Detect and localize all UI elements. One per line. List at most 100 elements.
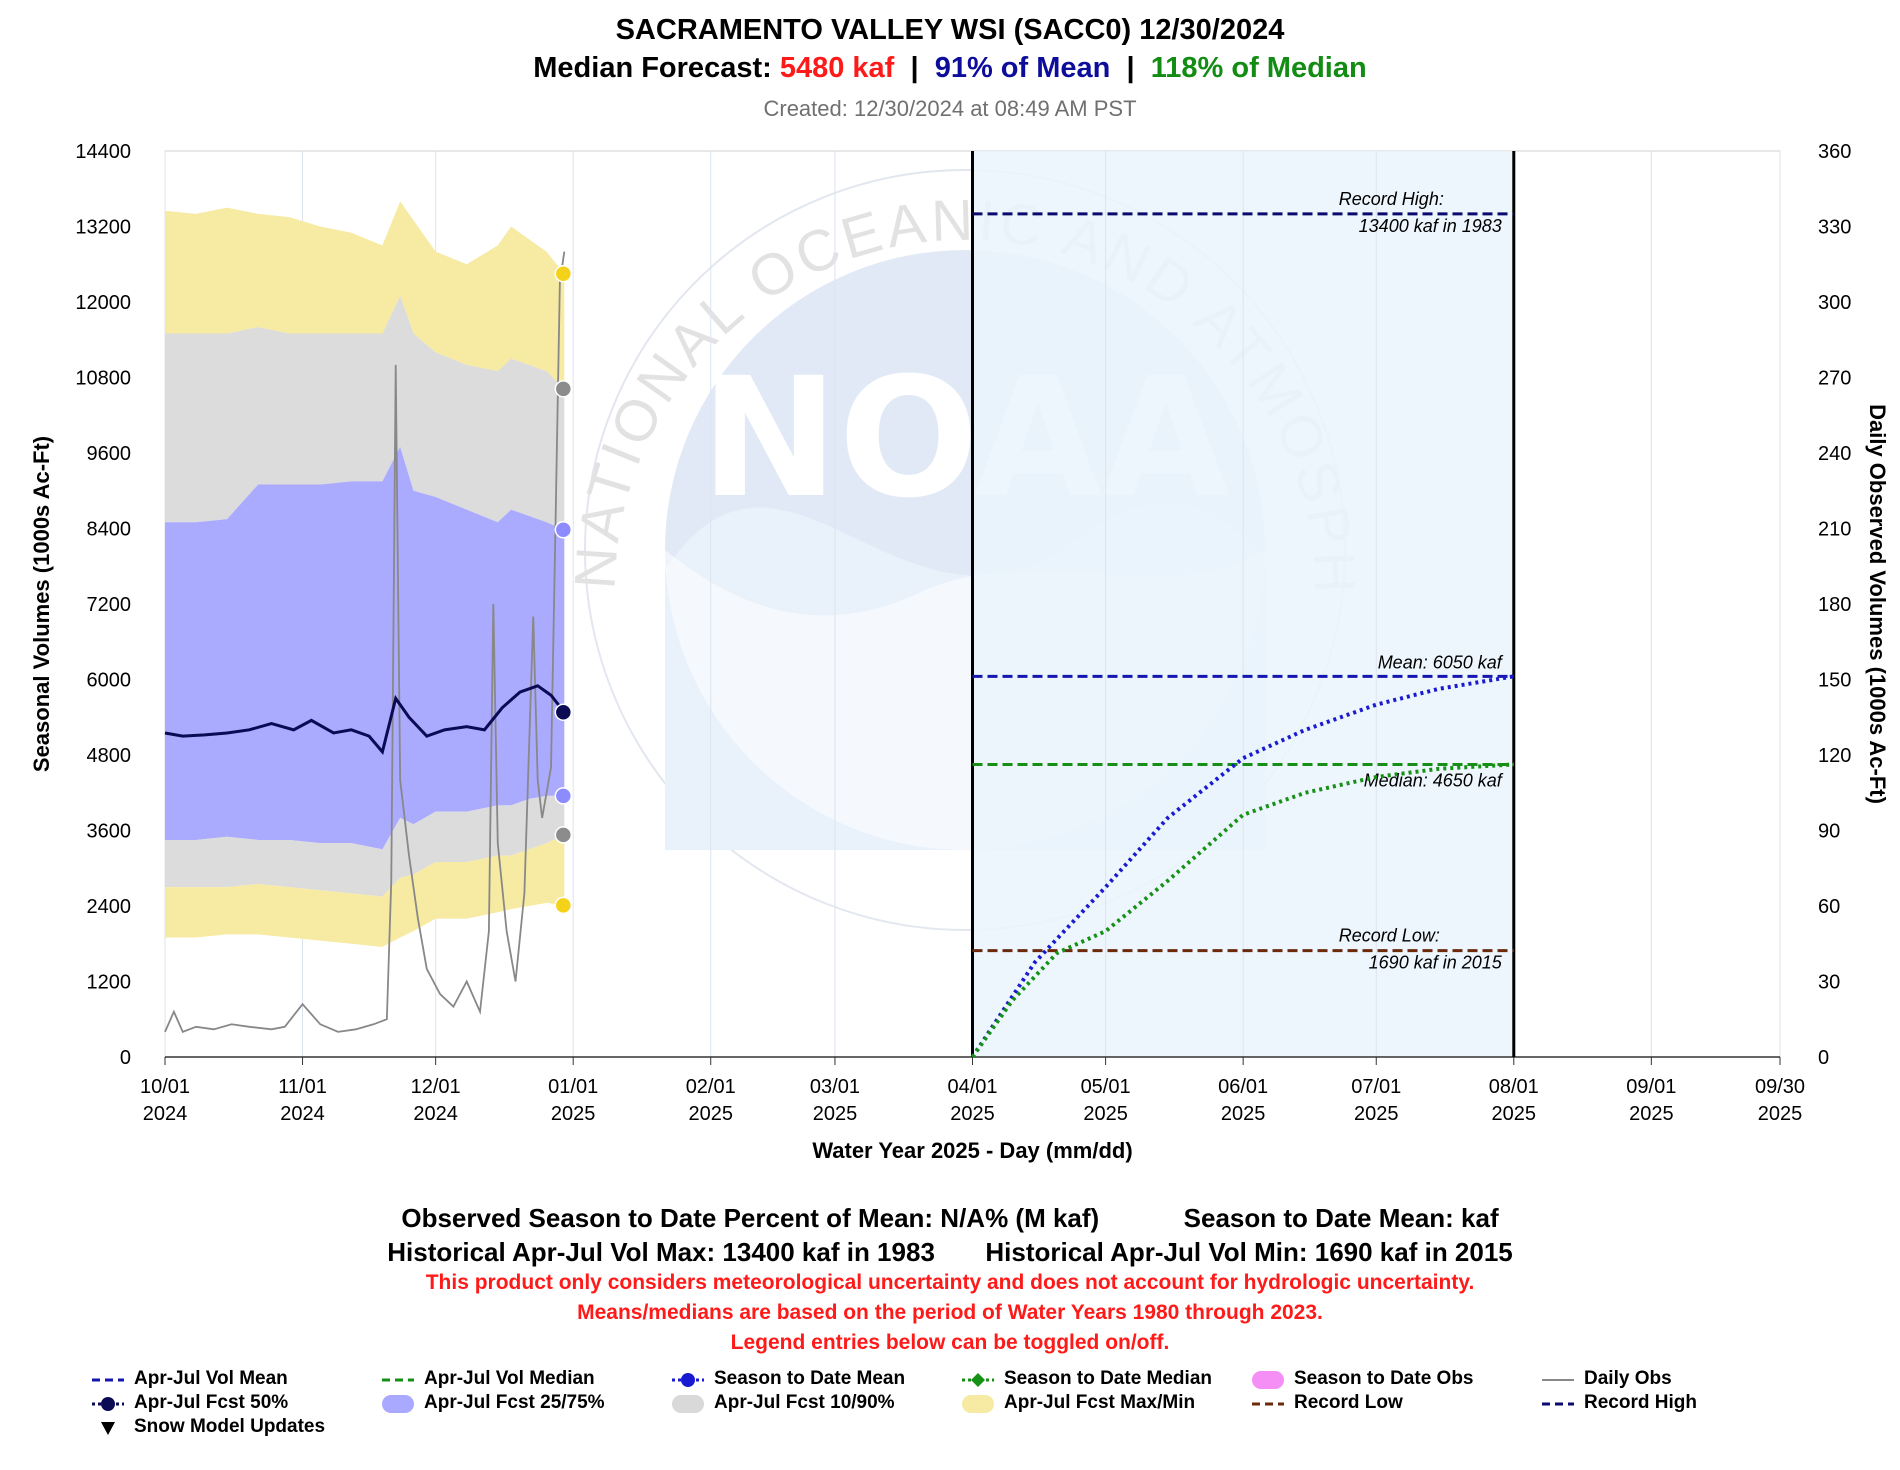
chart-subtitle: Median Forecast: 5480 kaf | 91% of Mean … [0,52,1900,85]
legend-item-season-to-date-mean[interactable]: Season to Date Mean [714,1368,906,1389]
historical-max: Historical Apr-Jul Vol Max: 13400 kaf in… [387,1237,935,1267]
period-note: Means/medians are based on the period of… [577,1301,1323,1324]
legend-symbol[interactable] [670,1394,710,1414]
y2-tick-label: 120 [1818,745,1851,767]
legend-item-daily-obs[interactable]: Daily Obs [1584,1368,1672,1389]
forecast-end-marker [554,264,573,283]
legend-symbol[interactable] [670,1370,710,1390]
y2-tick-label: 180 [1818,594,1851,616]
band-p25-p75 [165,446,565,850]
chart-title: SACRAMENTO VALLEY WSI (SACC0) 12/30/2024 [615,14,1285,46]
historical-min: Historical Apr-Jul Vol Min: 1690 kaf in … [985,1237,1513,1267]
x-tick-year: 2025 [1629,1103,1674,1125]
legend-symbol[interactable] [90,1418,130,1438]
ref-label: Mean: 6050 kaf [1378,652,1504,672]
ref-label: Record High: [1339,189,1444,209]
forecast-end-marker [554,380,573,398]
legend-symbol[interactable] [90,1394,130,1414]
x-tick-label: 07/01 [1351,1076,1401,1098]
y2-tick-label: 330 [1818,217,1851,239]
x-tick-label: 01/01 [548,1076,598,1098]
y-tick-label: 4800 [87,745,132,767]
y-tick-label: 10800 [75,368,131,390]
y2-tick-label: 30 [1818,972,1840,994]
y-tick-label: 9600 [87,443,132,465]
x-tick-label: 06/01 [1218,1076,1268,1098]
band-min-lower [165,834,565,947]
y-tick-label: 7200 [87,594,132,616]
legend-item-apr-jul-fcst-10-90-[interactable]: Apr-Jul Fcst 10/90% [714,1392,895,1413]
y2-axis-title: Daily Observed Volumes (1000s Ac-Ft) [1865,404,1890,804]
y2-tick-label: 90 [1818,821,1840,843]
forecast-50-line [164,684,566,756]
forecast-end-marker [554,521,573,539]
ref-label: Median: 4650 kaf [1364,770,1504,790]
y2-tick-label: 210 [1818,519,1851,541]
legend-item-apr-jul-fcst-max-min[interactable]: Apr-Jul Fcst Max/Min [1004,1392,1196,1413]
legend-symbol[interactable] [960,1370,1000,1390]
x-tick-label: 04/01 [947,1076,997,1098]
x-tick-label: 11/01 [278,1076,327,1098]
x-tick-year: 2025 [1221,1103,1266,1125]
legend-swatch [672,1395,704,1413]
legend-item-record-high[interactable]: Record High [1584,1392,1697,1413]
legend-swatch [962,1395,994,1413]
ref-label-detail: 1690 kaf in 2015 [1369,953,1503,973]
ref-label: Record Low: [1339,926,1440,946]
y-tick-label: 8400 [87,519,132,541]
x-tick-label: 09/01 [1626,1076,1676,1098]
legend-symbol[interactable] [960,1394,1000,1414]
legend-item-record-low[interactable]: Record Low [1294,1392,1403,1413]
y-tick-label: 14400 [75,141,131,163]
projection-season-to-date-median [970,762,1514,1059]
x-tick-year: 2025 [950,1103,995,1125]
legend-item-apr-jul-vol-mean[interactable]: Apr-Jul Vol Mean [134,1368,288,1389]
percent-of-mean: 91% of Mean [934,52,1111,84]
legend-symbol[interactable] [1250,1394,1290,1414]
x-tick-label: 02/01 [686,1076,736,1098]
x-tick-label: 05/01 [1081,1076,1131,1098]
legend-item-apr-jul-fcst-25-75-[interactable]: Apr-Jul Fcst 25/75% [424,1392,605,1413]
x-tick-year: 2025 [1354,1103,1399,1125]
legend-symbol[interactable] [90,1370,130,1390]
uncertainty-note: This product only considers meteorologic… [425,1271,1475,1294]
x-tick-label: 12/01 [411,1076,461,1098]
legend-symbol[interactable] [380,1370,420,1390]
legend-symbol[interactable] [380,1394,420,1414]
x-tick-label: 09/30 [1755,1076,1805,1098]
season-to-date-percent: Observed Season to Date Percent of Mean:… [401,1203,1100,1233]
band-p90-upper [165,295,565,530]
x-tick-year: 2025 [551,1103,596,1125]
legend-item-season-to-date-obs[interactable]: Season to Date Obs [1294,1368,1474,1389]
legend-symbol[interactable] [1540,1370,1580,1390]
legend-symbol[interactable] [1540,1394,1580,1414]
y-tick-label: 13200 [75,217,131,239]
x-axis-title: Water Year 2025 - Day (mm/dd) [812,1138,1132,1163]
x-tick-year: 2025 [688,1103,733,1125]
forecast-end-marker [554,896,573,915]
x-tick-year: 2025 [1083,1103,1128,1125]
legend-item-apr-jul-vol-median[interactable]: Apr-Jul Vol Median [424,1368,595,1389]
created-timestamp: Created: 12/30/2024 at 08:49 AM PST [763,96,1137,121]
y2-tick-label: 270 [1818,368,1851,390]
y-tick-label: 6000 [87,670,132,692]
legend-item-apr-jul-fcst-50-[interactable]: Apr-Jul Fcst 50% [134,1392,289,1413]
x-tick-year: 2024 [143,1103,188,1125]
y-tick-label: 0 [120,1047,131,1069]
forecast-end-marker [554,703,573,721]
stats-line-2: Historical Apr-Jul Vol Max: 13400 kaf in… [0,1237,1900,1268]
legend-item-snow-model-updates[interactable]: Snow Model Updates [134,1416,326,1437]
y-tick-label: 2400 [87,896,132,918]
x-tick-label: 10/01 [140,1076,190,1098]
percent-of-median: 118% of Median [1150,52,1367,84]
x-tick-label: 08/01 [1489,1076,1539,1098]
separator: | [1126,52,1135,84]
median-forecast-value: 5480 kaf [779,52,895,84]
legend-swatch [1252,1371,1284,1389]
x-tick-year: 2025 [1492,1103,1537,1125]
legend-swatch [971,1373,985,1387]
y-tick-label: 3600 [87,821,132,843]
legend-item-season-to-date-median[interactable]: Season to Date Median [1004,1368,1212,1389]
legend-symbol[interactable] [1250,1370,1290,1390]
y2-tick-label: 150 [1818,670,1851,692]
